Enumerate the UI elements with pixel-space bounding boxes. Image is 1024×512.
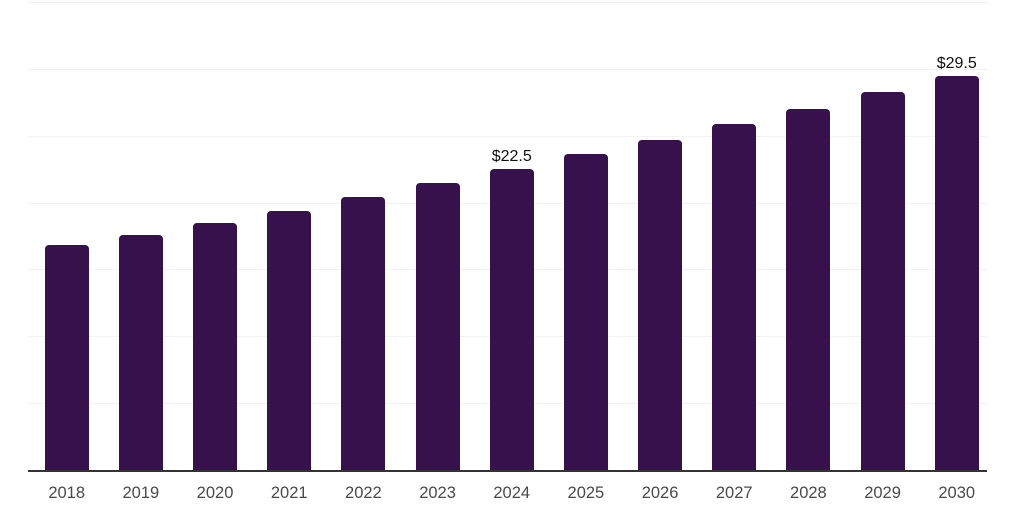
value-label-2030: $29.5 [936,54,977,72]
bar-2018 [44,245,89,470]
x-tick-label-2030: 2030 [938,484,976,502]
bar-2025 [563,154,608,470]
gridline-35 [28,2,987,3]
bar-2021 [267,210,312,470]
bar-2028 [786,108,831,470]
x-tick-label-2021: 2021 [270,484,308,502]
gridline-30 [28,68,987,70]
x-tick-label-2026: 2026 [641,484,679,502]
bar-2030 [934,75,979,470]
x-tick-label-2029: 2029 [864,484,901,502]
x-axis-line [28,470,987,472]
x-tick-label-2023: 2023 [419,484,456,502]
x-tick-label-2018: 2018 [48,484,86,502]
bar-2027 [712,123,757,470]
bar-2022 [341,197,386,470]
x-tick-label-2027: 2027 [715,484,753,502]
x-tick-label-2028: 2028 [790,484,827,502]
x-tick-label-2022: 2022 [345,484,382,502]
bar-2019 [118,234,163,470]
bar-2023 [415,182,460,470]
bar-2024 [489,169,534,470]
x-tick-label-2025: 2025 [567,484,605,502]
x-tick-label-2024: 2024 [493,484,531,502]
bar-2020 [193,222,238,470]
bar-2026 [638,139,683,470]
value-label-2024: $22.5 [491,148,532,166]
x-tick-label-2020: 2020 [196,484,234,502]
x-tick-label-2019: 2019 [122,484,160,502]
gridline-25 [28,135,987,137]
bar-2029 [860,91,905,470]
